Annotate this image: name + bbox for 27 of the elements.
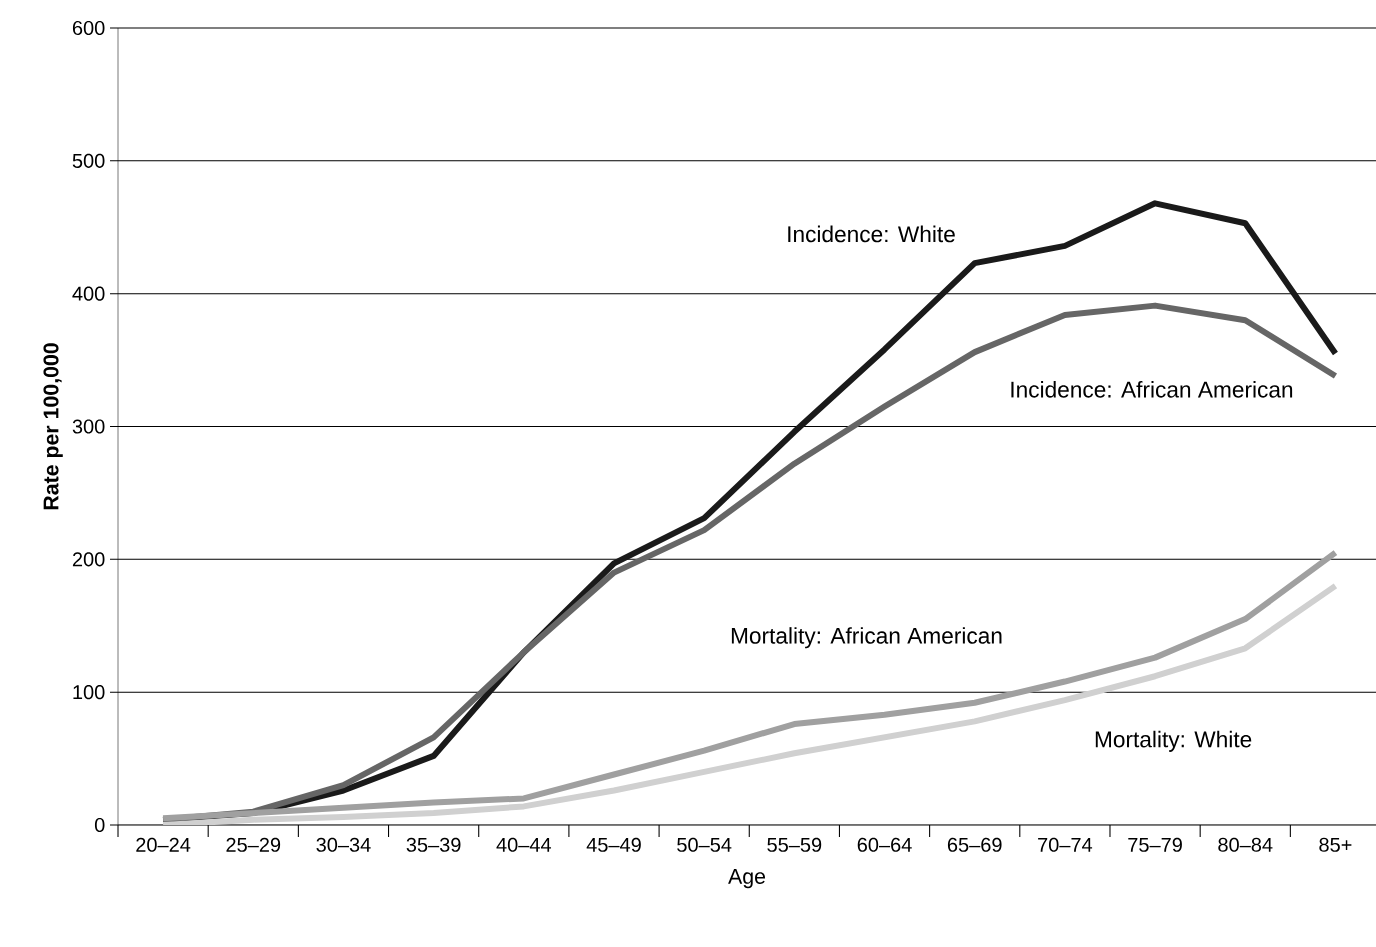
- x-tick-label: 70–74: [1038, 837, 1093, 852]
- series-label: Incidence: White: [788, 225, 955, 243]
- series-label: Incidence: African American: [1011, 380, 1293, 398]
- x-tick-label: 25–29: [226, 837, 281, 852]
- x-axis-title: Age: [728, 869, 766, 889]
- x-tick-label: 35–39: [406, 837, 461, 852]
- y-tick-label: 100: [73, 685, 105, 700]
- x-tick-label: 80–84: [1218, 837, 1273, 852]
- y-tick-label: 200: [72, 552, 105, 567]
- y-tick-label: 300: [72, 419, 105, 434]
- y-axis-title: Rate per 100,000: [43, 343, 63, 510]
- x-tick-label: 30–34: [316, 837, 371, 852]
- y-tick-label: 0: [94, 817, 105, 833]
- x-tick-label: 75–79: [1128, 837, 1182, 852]
- x-tick-label: 20–24: [136, 837, 191, 852]
- y-tick-label: 500: [72, 153, 105, 168]
- x-tick-label: 55–59: [767, 837, 822, 852]
- x-tick-label: 50–54: [677, 837, 732, 852]
- y-tick-label: 600: [72, 20, 105, 36]
- x-tick-label: 65–69: [947, 837, 1002, 852]
- x-tick-label: 85+: [1319, 837, 1352, 852]
- x-tick-label: 45–49: [586, 837, 641, 852]
- x-tick-label: 60–64: [857, 837, 912, 852]
- series-label: Mortality: White: [1095, 730, 1252, 752]
- x-tick-label: 40–44: [496, 837, 552, 852]
- text: Mortality: African American: [731, 627, 1002, 649]
- y-tick-label: 400: [72, 286, 105, 301]
